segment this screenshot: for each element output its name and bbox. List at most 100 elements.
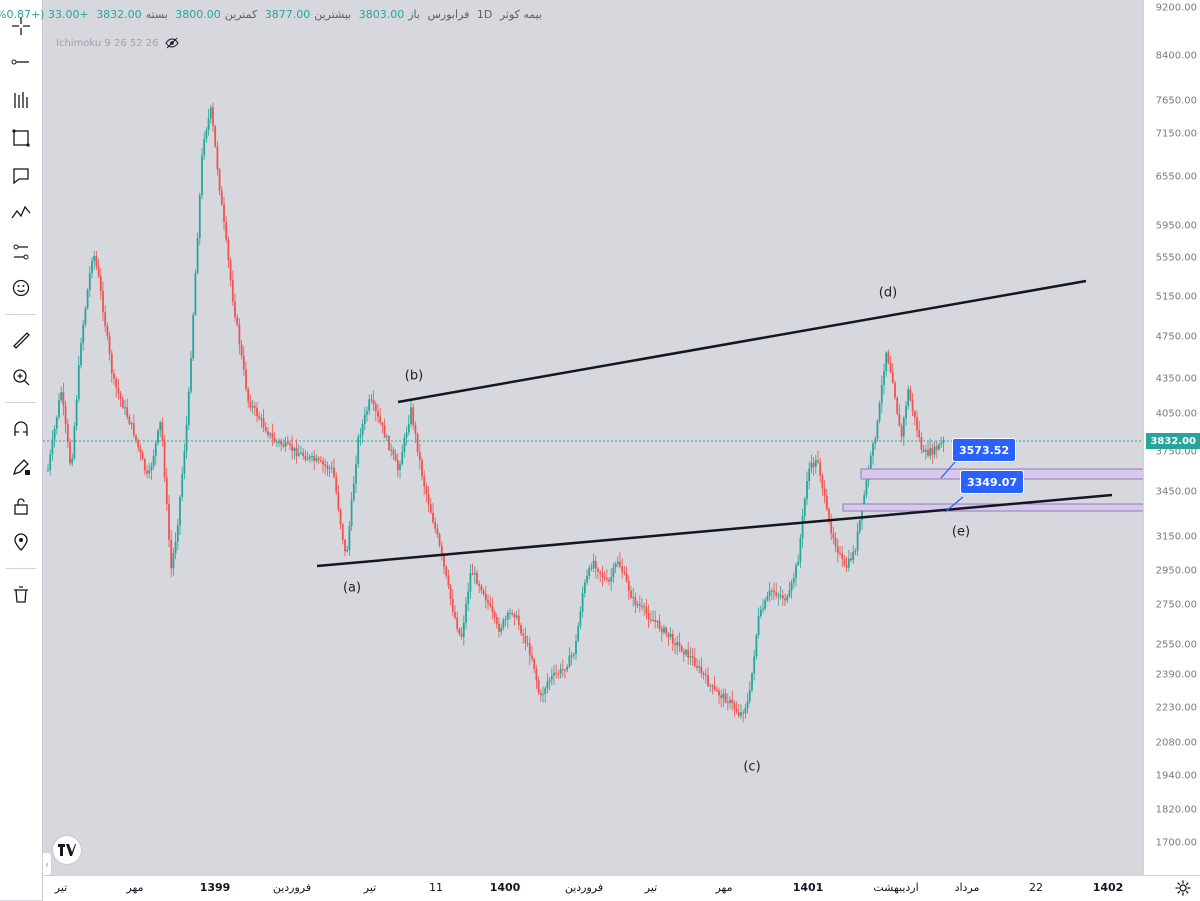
pattern-icon[interactable] <box>7 198 35 226</box>
candle-body <box>297 453 300 456</box>
toolbar-collapse-handle[interactable]: ‹ <box>43 852 52 876</box>
candle-body <box>687 649 690 658</box>
candle-body <box>766 595 769 601</box>
candle-body <box>451 598 454 612</box>
candle-body <box>385 436 388 438</box>
callout-lower-pointer <box>944 496 964 513</box>
candle-body <box>143 459 146 471</box>
candle-body <box>392 449 395 455</box>
time-axis-label: 1400 <box>489 881 521 894</box>
candle-body <box>808 468 811 482</box>
candle-body <box>847 558 850 568</box>
lock-draw-icon[interactable] <box>7 453 35 481</box>
candle-body <box>110 353 113 374</box>
rectangle-icon[interactable] <box>7 124 35 152</box>
crosshair-icon[interactable] <box>7 12 35 40</box>
settings-gear-icon[interactable] <box>1174 879 1192 897</box>
candle-body <box>748 689 751 702</box>
candle-body <box>106 326 109 337</box>
time-axis-label: مهر <box>715 881 733 894</box>
candle-body <box>425 486 428 495</box>
candle-body <box>533 658 536 669</box>
price-axis[interactable]: 9200.00 8400.00 7650.00 7150.00 6550.00 5950.… <box>1143 0 1200 875</box>
indicator-name[interactable]: Ichimoku 9 26 52 26 <box>56 37 159 49</box>
emoji-icon[interactable] <box>7 274 35 302</box>
candle-body <box>260 418 263 420</box>
candle-body <box>174 541 177 554</box>
candle-body <box>126 407 129 417</box>
candle-body <box>249 401 252 408</box>
candle-body <box>861 504 863 521</box>
candle-body <box>504 619 507 621</box>
tradingview-logo-icon[interactable] <box>53 836 81 864</box>
forecast-icon[interactable] <box>7 238 35 266</box>
candle-body <box>401 451 404 465</box>
candle-body <box>834 538 837 547</box>
ruler-icon[interactable] <box>7 326 35 354</box>
indicator-legend: Ichimoku 9 26 52 26 <box>56 36 179 50</box>
candle-body <box>724 693 727 703</box>
candle-body <box>865 480 868 495</box>
legend-open-value: 3803.00 <box>358 8 405 21</box>
price-axis-label: 3150.00 <box>1155 531 1197 543</box>
candle-body <box>396 460 399 470</box>
candle-body <box>627 580 630 591</box>
legend-symbol[interactable]: بیمه کوثر <box>499 8 542 21</box>
ohlc-legend: بیمه کوثر 1D فرابورس باز3803.00 بیشترین3… <box>0 8 542 26</box>
candle-body <box>935 446 938 450</box>
callout-upper[interactable]: 3573.52 <box>952 438 1017 462</box>
candle-body <box>482 590 485 594</box>
candle-body <box>654 620 657 622</box>
candle-body <box>647 613 650 620</box>
candle-body <box>339 509 342 525</box>
candle-body <box>148 470 151 474</box>
magnet-icon[interactable] <box>7 415 35 443</box>
zoom-icon[interactable] <box>7 363 35 391</box>
candle-body <box>630 590 632 598</box>
candle-body <box>544 688 547 695</box>
candle-body <box>214 126 217 147</box>
legend-interval[interactable]: 1D <box>476 8 493 21</box>
fib-icon[interactable] <box>7 86 35 114</box>
candle-body <box>916 417 918 431</box>
candle-body <box>293 448 296 451</box>
candle-body <box>322 460 324 465</box>
callout-lower[interactable]: 3349.07 <box>960 470 1025 494</box>
candle-body <box>762 608 764 610</box>
candle-body <box>553 672 555 676</box>
callout-icon[interactable] <box>7 162 35 190</box>
candle-body <box>678 642 681 646</box>
time-axis[interactable]: تیر مهر 1399 فروردین تیر 11 1400 فروردین تیر مهر 1… <box>43 875 1200 901</box>
candle-body <box>231 279 234 302</box>
eye-icon[interactable] <box>7 528 35 556</box>
candle-body <box>216 146 219 170</box>
candle-body <box>836 546 839 553</box>
candle-body <box>592 560 595 569</box>
candle-body <box>535 668 538 681</box>
candle-body <box>381 422 384 426</box>
candle-body <box>517 615 520 626</box>
candle-body <box>698 666 701 668</box>
trend-line-icon[interactable] <box>7 48 35 76</box>
legend-exchange: فرابورس <box>427 8 470 21</box>
candle-body <box>480 585 483 591</box>
candle-body <box>759 609 762 617</box>
candle-body <box>511 612 514 615</box>
candle-body <box>124 407 126 409</box>
candle-body <box>335 476 338 493</box>
candle-body <box>660 628 663 633</box>
candle-body <box>575 640 577 655</box>
candle-body <box>854 550 857 552</box>
candle-body <box>194 273 197 315</box>
candle-body <box>405 432 408 438</box>
candle-body <box>594 560 597 569</box>
trash-icon[interactable] <box>7 580 35 608</box>
candle-body <box>515 615 518 618</box>
candle-body <box>839 552 841 554</box>
candle-body <box>546 681 549 689</box>
candle-body <box>141 452 144 460</box>
lock-icon[interactable] <box>7 492 35 520</box>
candle-body <box>282 444 285 447</box>
hidden-eye-icon[interactable] <box>164 36 179 50</box>
chart-canvas[interactable]: (a) (b) (c) (d) (e) 3573.52 3349.07 <box>43 0 1147 875</box>
